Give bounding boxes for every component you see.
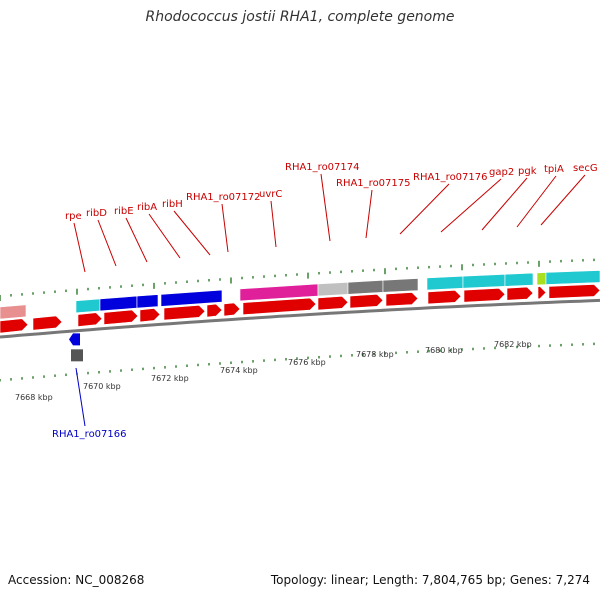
label-leader — [365, 189, 373, 239]
gene-block — [536, 272, 547, 286]
label-leaders — [73, 173, 586, 427]
gene-label[interactable]: ribD — [86, 208, 107, 219]
cds-arrow — [206, 303, 223, 318]
gene-block — [0, 304, 27, 320]
gene-block — [136, 294, 159, 309]
label-leader — [440, 178, 502, 233]
cds-arrow — [0, 318, 29, 334]
gray-block — [71, 349, 83, 362]
cds-arrow — [163, 304, 206, 321]
cds-arrow — [32, 315, 63, 331]
kbp-label: 7678 kbp — [356, 350, 394, 359]
label-leader — [516, 175, 557, 228]
reverse-gene-arrow — [69, 333, 80, 346]
gene-block — [317, 281, 349, 297]
label-leader — [97, 219, 117, 267]
kbp-label: 7674 kbp — [220, 366, 258, 375]
kbp-label: 7672 kbp — [151, 374, 189, 383]
kbp-label: 7668 kbp — [15, 393, 53, 402]
label-leader — [270, 200, 277, 248]
genome-title: Rhodococcus jostii RHA1, complete genome — [145, 9, 455, 25]
kbp-label: 7670 kbp — [83, 382, 121, 391]
gene-label[interactable]: gap2 — [489, 167, 514, 178]
cds-arrow — [103, 309, 139, 325]
gene-block — [545, 270, 600, 285]
cds-arrow — [548, 284, 600, 299]
gene-label[interactable]: RHA1_ro07174 — [285, 162, 360, 173]
gene-label[interactable]: rpe — [65, 211, 82, 222]
gene-block — [382, 278, 419, 293]
label-leader — [75, 367, 86, 427]
gene-features — [0, 270, 600, 362]
gene-label[interactable]: secG — [573, 163, 598, 174]
label-leader — [125, 217, 148, 263]
label-leader — [73, 222, 86, 273]
cds-arrow — [139, 308, 161, 323]
accession-text: Accession: NC_008268 — [8, 573, 145, 587]
cds-arrow — [349, 293, 384, 309]
gene-block — [99, 295, 138, 312]
label-leader — [540, 174, 586, 226]
gene-label[interactable]: RHA1_ro07166 — [52, 429, 127, 440]
gene-label[interactable]: RHA1_ro07172 — [186, 192, 261, 203]
cds-arrow — [427, 289, 462, 305]
cds-arrow — [537, 286, 547, 300]
gene-label[interactable]: ribA — [137, 202, 157, 213]
gene-block — [504, 272, 534, 287]
cds-arrow — [385, 292, 419, 307]
gene-label[interactable]: ribE — [114, 206, 134, 217]
label-leader — [481, 177, 528, 231]
cds-arrow — [223, 302, 241, 317]
gene-block — [75, 298, 101, 314]
cds-arrow — [463, 287, 506, 303]
label-leader — [320, 173, 331, 242]
kbp-label: 7682 kbp — [494, 340, 532, 349]
genome-axis — [0, 298, 600, 339]
cds-arrow — [317, 295, 349, 311]
cds-arrow — [242, 297, 317, 316]
gene-label[interactable]: RHA1_ro07175 — [336, 178, 411, 189]
gene-block — [462, 273, 506, 289]
kbp-label: 7676 kbp — [288, 358, 326, 367]
label-leader — [173, 210, 211, 256]
kbp-labels: 7668 kbp 7670 kbp 7672 kbp 7674 kbp 7676 kbp… — [15, 340, 532, 402]
gene-label[interactable]: tpiA — [544, 164, 564, 175]
genome-summary-text: Topology: linear; Length: 7,804,765 bp; … — [270, 573, 590, 587]
cds-arrow — [77, 312, 103, 327]
gene-label[interactable]: ribH — [162, 199, 183, 210]
kbp-label: 7680 kbp — [425, 346, 463, 355]
genome-axis-line — [0, 298, 600, 339]
gene-block — [347, 279, 384, 295]
label-leader — [399, 183, 450, 235]
label-leader — [221, 203, 229, 253]
gene-label[interactable]: uvrC — [259, 189, 282, 200]
gene-block — [160, 289, 223, 307]
label-leader — [148, 213, 181, 259]
gene-label[interactable]: pgk — [518, 166, 537, 177]
tick-marks — [0, 258, 595, 382]
cds-arrow — [506, 286, 534, 301]
gene-label[interactable]: RHA1_ro07176 — [413, 172, 488, 183]
gene-block — [426, 275, 464, 291]
